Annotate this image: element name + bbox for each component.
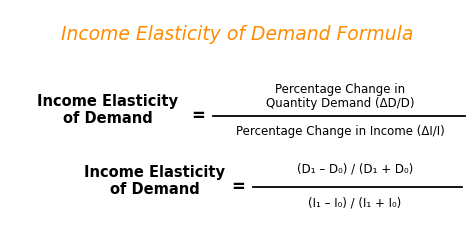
Text: Percentage Change in: Percentage Change in [275,83,405,95]
Text: Percentage Change in Income (ΔI/I): Percentage Change in Income (ΔI/I) [236,124,444,138]
Text: =: = [231,178,245,196]
Text: =: = [191,107,205,125]
Text: (I₁ – I₀) / (I₁ + I₀): (I₁ – I₀) / (I₁ + I₀) [309,197,401,209]
Text: Income Elasticity of Demand Formula: Income Elasticity of Demand Formula [61,25,413,44]
Text: (D₁ – D₀) / (D₁ + D₀): (D₁ – D₀) / (D₁ + D₀) [297,163,413,175]
Text: Quantity Demand (ΔD/D): Quantity Demand (ΔD/D) [266,96,414,110]
Text: Income Elasticity
of Demand: Income Elasticity of Demand [84,165,226,197]
Text: Income Elasticity
of Demand: Income Elasticity of Demand [37,94,179,126]
